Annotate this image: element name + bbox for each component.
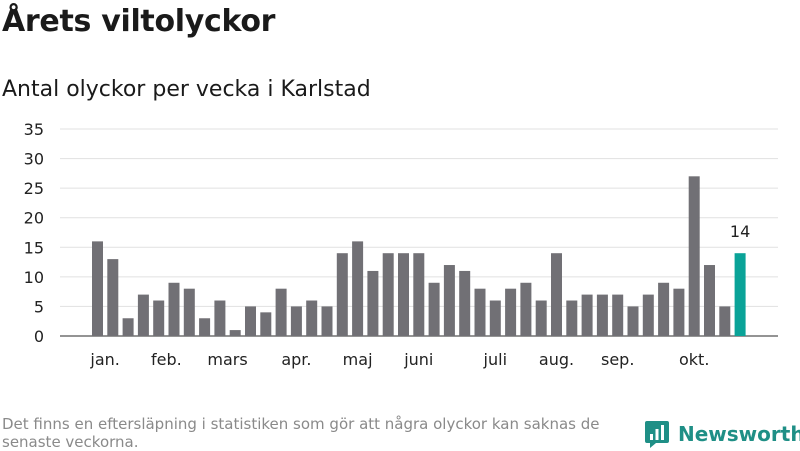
chart-subtitle: Antal olyckor per vecka i Karlstad <box>2 77 371 102</box>
bar <box>428 282 440 336</box>
y-tick-label: 0 <box>34 327 44 346</box>
newsworthy-logo-icon <box>645 421 669 448</box>
y-tick-label: 30 <box>24 150 44 169</box>
bar <box>535 300 547 336</box>
bar <box>627 306 639 336</box>
bar <box>459 270 471 336</box>
brand: Newsworthy <box>644 419 800 449</box>
bar <box>168 282 180 336</box>
bar <box>107 259 119 336</box>
bar <box>688 176 700 336</box>
bar <box>214 300 226 336</box>
bar <box>673 288 685 336</box>
bar <box>704 265 715 336</box>
bar <box>199 318 211 336</box>
bar <box>290 306 302 336</box>
bar <box>122 318 134 336</box>
brand-name: Newsworthy <box>678 422 800 446</box>
bar <box>658 282 670 336</box>
y-tick-label: 10 <box>24 268 44 287</box>
bars <box>92 176 746 336</box>
footnote: Det finns en eftersläpning i statistiken… <box>2 415 600 451</box>
bar <box>505 288 517 336</box>
bar <box>596 294 608 336</box>
bar <box>612 294 624 336</box>
bar <box>229 330 241 336</box>
x-month-label: jan. <box>89 350 119 369</box>
data-labels: 14 <box>730 222 750 241</box>
y-axis: 0 5 10 15 20 25 30 35 <box>24 120 44 346</box>
bar <box>551 253 562 336</box>
y-tick-label: 35 <box>24 120 44 139</box>
bar <box>443 265 455 336</box>
x-axis: jan. feb. mars apr. maj juni juli aug. sep. okt. <box>89 350 709 369</box>
data-label: 14 <box>730 222 750 241</box>
bar <box>642 294 654 336</box>
bar <box>734 253 746 336</box>
bar <box>367 270 379 336</box>
bar <box>474 288 486 336</box>
bar <box>306 300 318 336</box>
bar <box>382 253 394 336</box>
y-tick-label: 5 <box>34 297 44 316</box>
bar <box>581 294 593 336</box>
x-month-label: mars <box>207 350 247 369</box>
bar <box>413 253 425 336</box>
x-month-label: feb. <box>151 350 182 369</box>
y-tick-label: 15 <box>24 238 44 257</box>
bar <box>275 288 287 336</box>
bar <box>719 306 731 336</box>
bar <box>153 300 165 336</box>
bar <box>336 253 348 336</box>
bar <box>137 294 149 336</box>
bar <box>245 306 256 336</box>
bar-chart: 0 5 10 15 20 25 30 35 jan. feb. mars apr. maj juni ju… <box>24 120 778 369</box>
bar <box>398 253 409 336</box>
bar <box>321 306 333 336</box>
y-tick-label: 25 <box>24 179 44 198</box>
bar <box>566 300 578 336</box>
x-month-label: juni <box>403 350 433 369</box>
x-month-label: aug. <box>539 350 574 369</box>
bar <box>520 282 532 336</box>
x-month-label: apr. <box>281 350 311 369</box>
x-month-label: juli <box>483 350 507 369</box>
bar <box>260 312 272 336</box>
chart-title: Årets viltolyckor <box>2 4 276 39</box>
y-tick-label: 20 <box>24 209 44 228</box>
gridlines <box>60 128 778 337</box>
x-month-label: maj <box>343 350 373 369</box>
bar <box>183 288 195 336</box>
bar <box>352 241 364 336</box>
bar <box>489 300 501 336</box>
x-month-label: okt. <box>679 350 709 369</box>
x-month-label: sep. <box>601 350 634 369</box>
bar <box>92 241 103 336</box>
